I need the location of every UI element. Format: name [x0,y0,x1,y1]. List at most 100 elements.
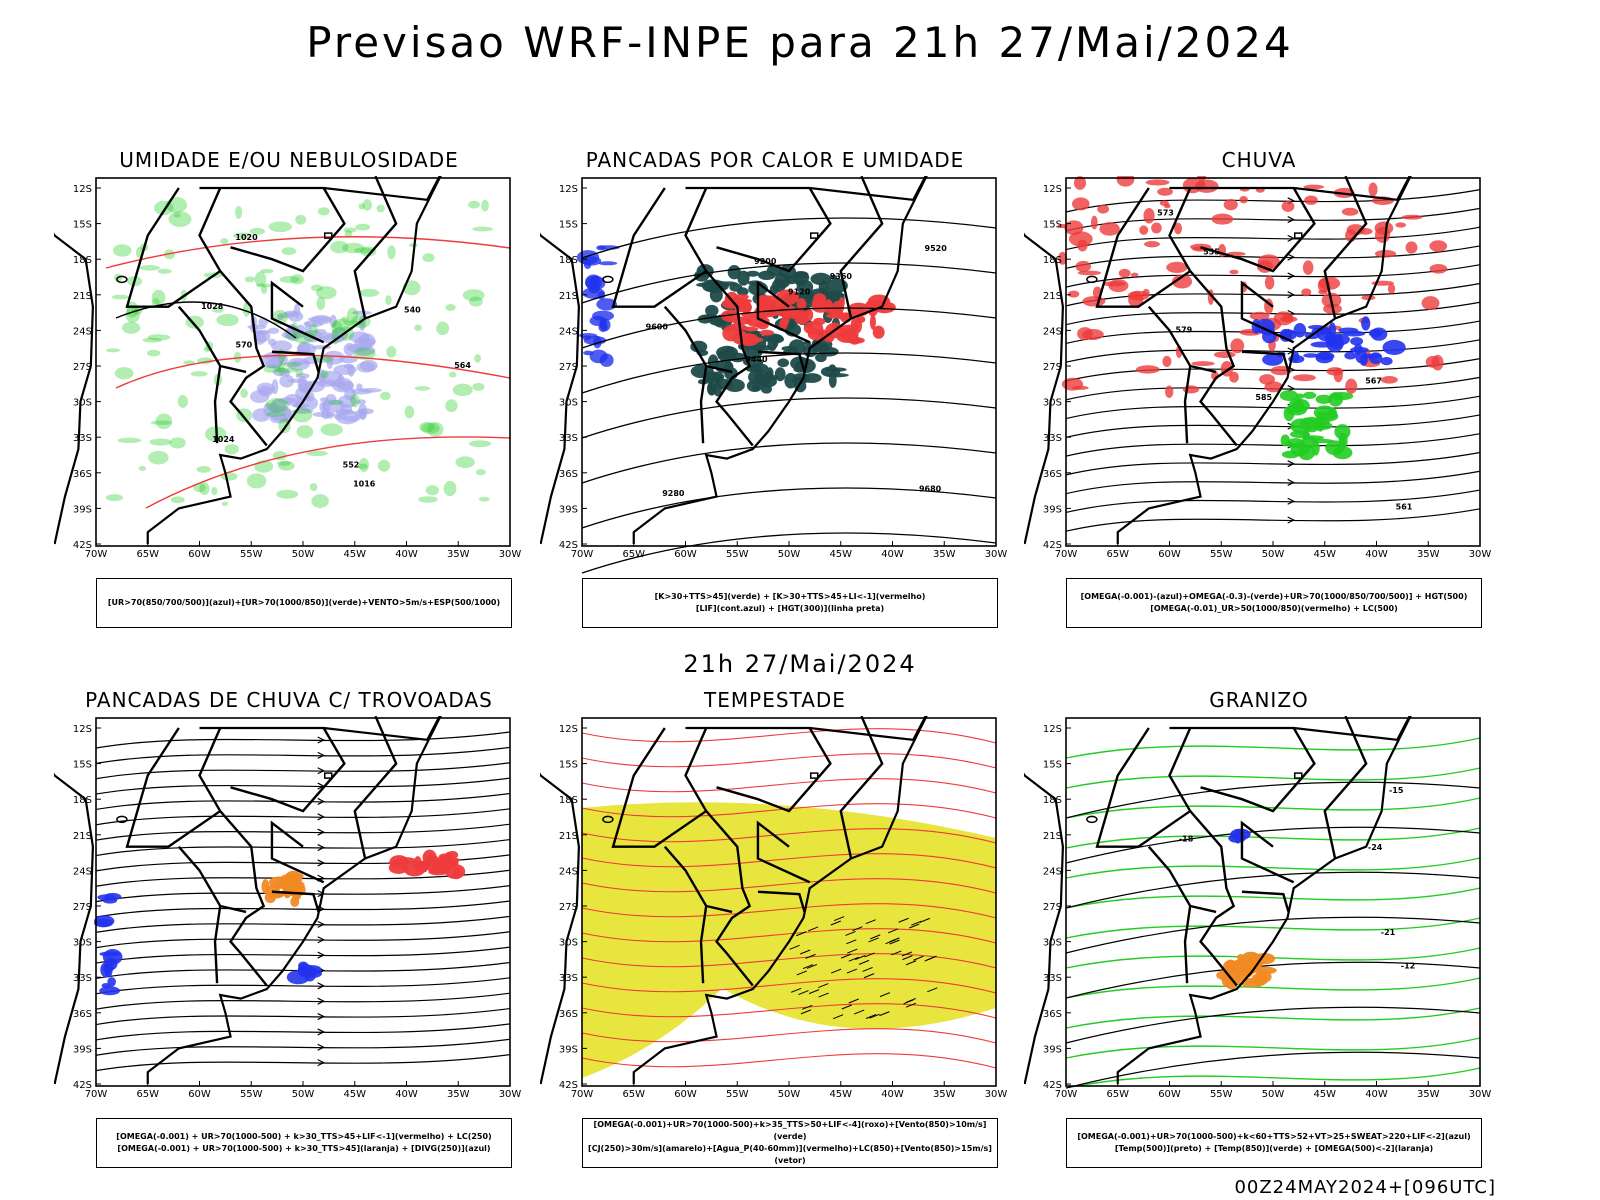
map-layers: 585 579 573 567 561 555 [1024,176,1481,545]
lon-tick-label: 35W [933,549,956,560]
map-chuva: 585 579 573 567 561 555 12S 15S 18S 21S 24S 27S 30S 3… [1024,176,1491,560]
map-layers: 9680 9600 9520 9440 9360 9280 9200 9120 [540,176,997,574]
lon-tick-label: 30W [499,549,522,560]
rain-area [1075,260,1092,272]
state-border [839,716,884,859]
streamline [95,731,511,749]
streamline-arrow [1287,272,1296,280]
coastline [54,232,94,545]
green-humidity-contour [151,289,166,305]
lon-tick-label: 60W [1158,1089,1181,1100]
green-humidity-contour [265,398,289,413]
instability-area [796,298,807,311]
wind-vector [887,928,899,934]
lat-tick-label: 33S [1043,433,1062,444]
lat-tick-label: 12S [73,184,92,195]
wind-vector [808,989,820,995]
streamline [1065,358,1481,382]
streamline [1065,508,1481,532]
wind-vector [870,934,881,940]
convection-area [709,317,717,323]
rain-area [1374,226,1391,243]
rain-area [1230,338,1245,354]
streamline-arrow [317,1028,326,1036]
wind-vector [926,955,937,961]
wind-vector [800,1009,812,1015]
convection-area [705,304,719,317]
green-humidity-contour [244,276,256,283]
green-humidity-contour [313,354,334,363]
lat-tick-label: 15S [73,760,92,771]
lat-tick-label: 42S [559,1080,578,1091]
wind-vector [846,968,858,974]
green-humidity-contour [353,347,376,360]
panel-title: CHUVA [1221,148,1297,172]
lat-tick-label: 12S [73,724,92,735]
wind-vector [852,926,863,932]
green-humidity-contour [169,437,186,449]
panel-chuva: CHUVA 585 579 573 567 561 555 12S 15S 18S 21S 24S 2… [1024,148,1494,628]
lat-tick-label: 18S [559,795,578,806]
rain-area [1139,225,1149,235]
state-border [230,187,346,273]
coastline [1024,232,1064,545]
rain-area [1264,275,1275,290]
humidity-area [290,360,301,366]
lat-tick-label: 24S [1043,326,1062,337]
green-humidity-contour [242,301,251,317]
state-border [213,365,222,444]
humidity-area [329,314,337,328]
green-humidity-contour [328,399,344,405]
lon-tick-label: 30W [1469,1089,1492,1100]
green-humidity-contour [212,306,224,313]
state-border [663,305,733,374]
wind-vector [889,939,900,945]
temperature-850-contour [1065,977,1481,999]
wind-vector [889,937,900,943]
humidity-area [359,387,382,393]
streamline-arrow [317,1043,326,1051]
wind-vector [853,1009,865,1015]
humidity-area [253,329,271,335]
state-border [757,890,806,913]
convection-area [795,280,807,286]
omega-area [1262,353,1284,366]
green-humidity-contour [344,230,353,238]
rain-area [1405,241,1418,254]
state-border [198,727,268,987]
lat-tick-label: 18S [1043,255,1062,266]
lat-tick-label: 15S [559,220,578,231]
legend-line: [CJ(250)>30m/s](amarelo)+[Agua_P(40-60mm… [588,1144,992,1165]
temperature-850-contour [1065,1007,1481,1029]
contour-label: 9520 [925,244,948,253]
lon-tick-label: 65W [1106,1089,1129,1100]
streamline-arrow [1287,497,1296,505]
map-layers [54,716,511,1085]
temperature-500-contour [1065,826,1481,864]
rain-area [1346,224,1365,236]
green-humidity-contour [316,296,326,310]
state-border [213,905,222,984]
streamline [1065,395,1481,420]
lat-tick-label: 27S [73,362,92,373]
green-humidity-contour [235,205,243,219]
contour-label: 9120 [788,287,811,296]
lat-tick-label: 15S [559,760,578,771]
green-humidity-contour [418,496,438,503]
lifted-index-contour [581,256,602,266]
lifted-index-contour [599,318,611,332]
green-humidity-contour [310,284,324,292]
lifted-index-contour [588,283,600,294]
rain-area [1174,222,1182,235]
green-humidity-contour [380,391,391,401]
lat-tick-label: 30S [73,398,92,409]
state-border [716,187,832,273]
instability-area [738,333,760,347]
federal-district [323,232,333,239]
hail-area [1230,828,1251,840]
rain-area [1387,283,1396,294]
streamline [95,746,511,764]
lat-tick-label: 39S [1043,1044,1062,1055]
green-humidity-contour [295,214,307,225]
rain-area [1249,311,1270,321]
